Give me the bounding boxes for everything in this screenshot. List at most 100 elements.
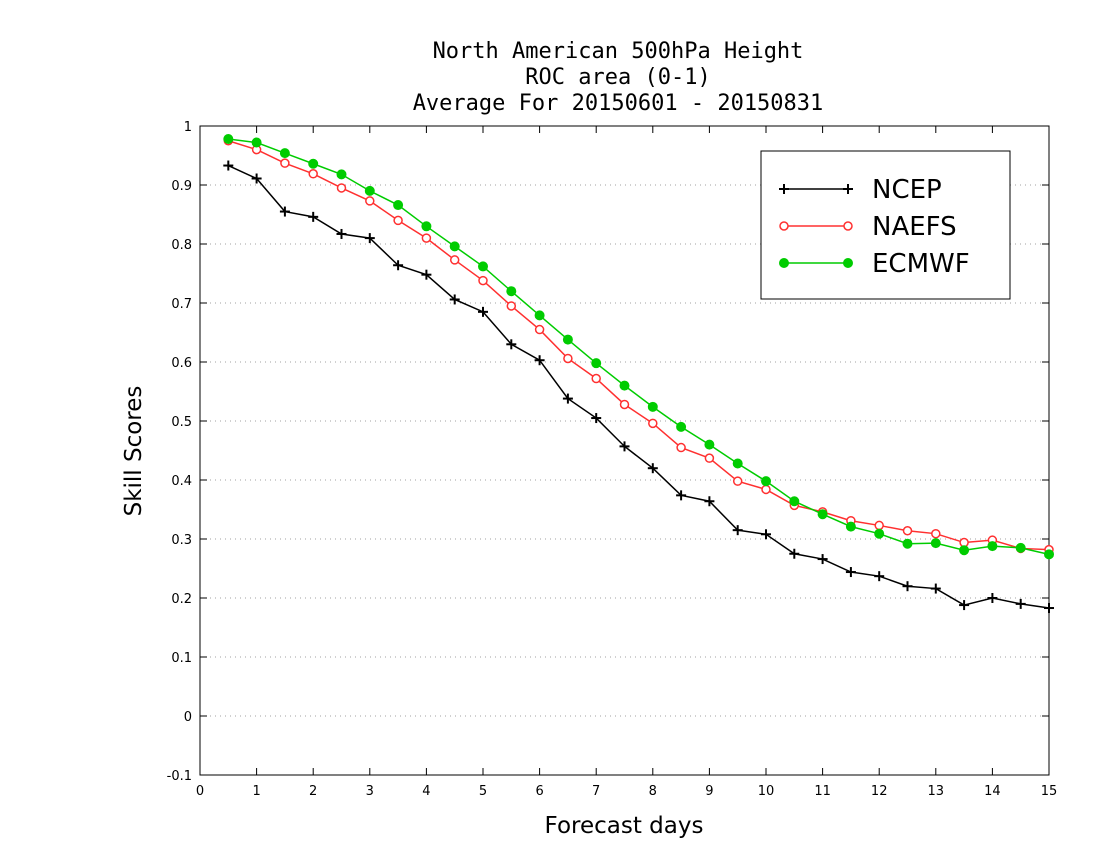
ncep-point [421,269,432,280]
legend-ecmwf: ECMWF [779,249,970,279]
legend: NCEP NAEFS ECMWF [760,150,1011,300]
ncep-point [987,593,998,603]
ecmwf-point [534,310,545,321]
ncep-point [1044,603,1054,614]
ncep-point [959,600,970,611]
ncep-point [619,441,630,452]
ncep-point [845,567,856,578]
naefs-point [280,158,290,168]
plot-area-frame [199,125,1050,776]
naefs-point [421,233,432,243]
chart-title-line-3: Average For 20150601 - 20150831 [413,91,824,116]
ecmwf-point [704,439,715,450]
naefs-point [591,373,601,384]
naefs-point [704,453,715,463]
ecmwf-point [987,541,998,552]
x-tick-label: 10 [758,784,775,799]
x-tick-label: 3 [366,784,374,799]
ecmwf-point [817,509,828,520]
legend-naefs-label: NAEFS [872,212,957,242]
ncep-point [478,306,488,317]
ncep-point [534,355,545,366]
ecmwf-point [959,545,970,556]
y-tick-label: 0.8 [171,238,192,253]
legend-ncep-point [779,184,789,194]
naefs-point [619,399,630,410]
naefs-point [563,353,573,364]
y-tick-label: 1 [184,120,192,135]
legend-naefs-point [779,221,789,231]
ncep-point [647,463,658,474]
ecmwf-point [449,241,460,252]
ncep-point [393,260,404,271]
y-tick-label: -0.1 [167,769,192,784]
ecmwf-point [1015,542,1026,553]
x-tick-label: 1 [252,784,260,799]
chart-title: North American 500hPa Height ROC area (0… [413,39,824,116]
naefs-point [902,525,913,536]
legend-ecmwf-point [843,258,853,268]
y-tick-label: 0.6 [171,356,192,371]
ncep-point [817,554,828,565]
ecmwf-point [308,158,319,169]
ecmwf-point [591,358,602,369]
ecmwf-point [1044,549,1054,560]
naefs-point [732,476,743,486]
chart-title-line-1: North American 500hPa Height [433,39,804,64]
x-tick-label: 13 [928,784,945,799]
x-tick-label: 2 [309,784,317,799]
legend-ecmwf-point [779,258,789,268]
legend-box [760,150,1011,300]
legend-naefs-point [843,221,853,231]
ecmwf-point [562,334,573,345]
ecmwf-point [789,496,800,507]
x-tick-label: 8 [649,784,657,799]
ncep-point [364,233,375,244]
legend-ncep-point [843,184,853,194]
ncep-point [308,211,319,222]
ecmwf-point [223,133,234,144]
chart-title-line-2: ROC area (0-1) [525,65,710,90]
y-tick-label: 0 [184,710,192,725]
x-axis-ticks: 0 1 2 3 4 5 6 7 8 9 10 11 12 13 14 15 [196,126,1057,799]
x-tick-label: 4 [422,784,430,799]
naefs-point [676,442,686,453]
ecmwf-point [251,137,262,148]
y-tick-label: 0.1 [171,651,192,666]
ecmwf-point [874,528,885,539]
naefs-point [534,324,545,335]
naefs-point [336,183,347,193]
ecmwf-point [336,169,347,180]
y-tick-label: 0.7 [171,297,192,312]
ecmwf-point [506,286,517,297]
ecmwf-point [647,401,658,412]
legend-ncep: NCEP [779,175,942,205]
ecmwf-series [223,133,1054,560]
legend-ncep-label: NCEP [872,175,942,205]
x-tick-label: 14 [984,784,1001,799]
x-tick-label: 9 [705,784,713,799]
ncep-point [902,581,913,592]
y-tick-label: 0.4 [171,474,192,489]
naefs-point [393,215,403,226]
x-tick-label: 11 [814,784,831,799]
ncep-point [591,413,602,424]
ecmwf-point [364,185,375,196]
ncep-point [279,206,290,217]
naefs-point [931,528,941,539]
ecmwf-point [732,458,743,469]
x-tick-label: 0 [196,784,204,799]
ncep-point [789,548,800,559]
ecmwf-point [393,200,404,211]
ncep-point [251,173,262,184]
y-tick-label: 0.5 [171,415,192,430]
ecmwf-point [421,221,432,232]
legend-ecmwf-label: ECMWF [872,249,970,279]
ecmwf-point [619,380,630,391]
x-tick-label: 6 [535,784,543,799]
ncep-point [930,583,941,594]
ecmwf-point [761,476,771,487]
y-tick-label: 0.9 [171,179,192,194]
y-tick-label: 0.3 [171,533,192,548]
